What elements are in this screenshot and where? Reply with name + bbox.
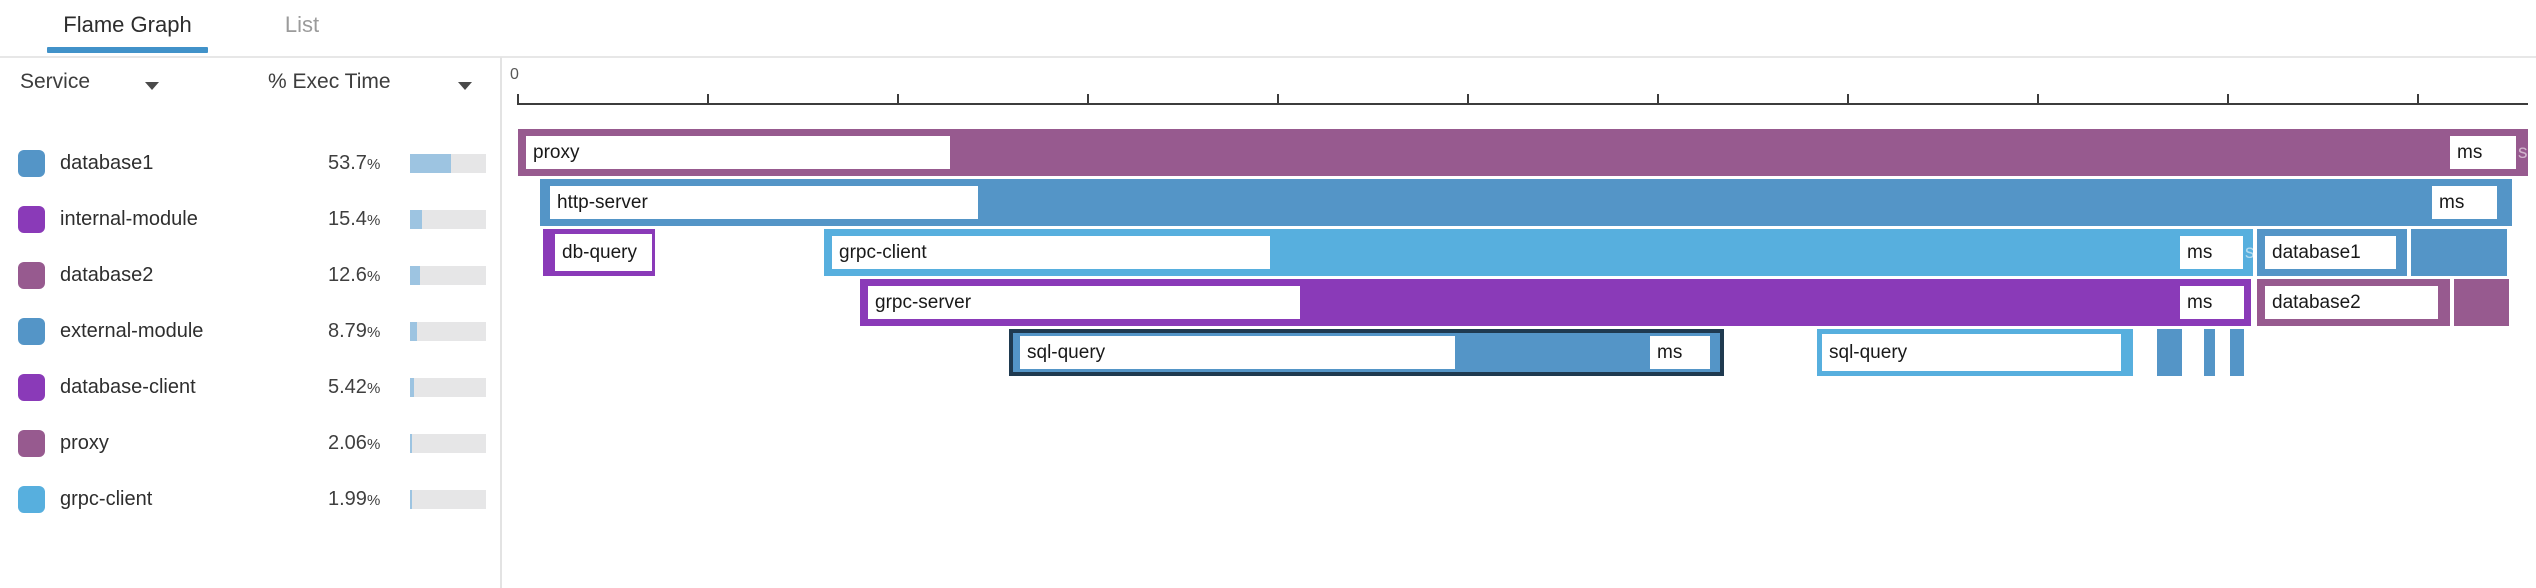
exec-time-percent: 5.42% xyxy=(328,376,381,398)
ruler-tick xyxy=(1657,94,1659,103)
exec-time-bar-track xyxy=(410,378,486,397)
ruler-axis-line xyxy=(517,103,2528,105)
legend-row[interactable]: external-module 8.79% xyxy=(0,318,500,374)
service-column-header[interactable]: Service xyxy=(20,70,91,93)
span-name-label: sql-query xyxy=(1822,334,2121,371)
percent-sign: % xyxy=(366,212,381,229)
span-bar-fragment[interactable] xyxy=(2157,329,2182,376)
exec-time-bar-fill xyxy=(410,434,412,453)
span-name-label: grpc-server xyxy=(868,286,1300,319)
service-color-swatch xyxy=(18,206,45,233)
service-color-swatch xyxy=(18,430,45,457)
percent-sign: % xyxy=(366,324,381,341)
exec-time-bar-fill xyxy=(410,490,412,509)
exec-time-column-header[interactable]: % Exec Time xyxy=(268,70,391,93)
service-sort-caret-icon[interactable] xyxy=(145,82,159,90)
span-duration-unit-clipped: s xyxy=(2245,241,2255,263)
percent-sign: % xyxy=(366,492,381,509)
span-duration-label: ms xyxy=(2432,186,2497,219)
service-color-swatch xyxy=(18,262,45,289)
span-duration-label: ms xyxy=(1650,336,1710,369)
sidebar-divider xyxy=(500,57,502,588)
span-name-label: database2 xyxy=(2265,286,2438,319)
exec-time-percent: 12.6% xyxy=(328,264,381,286)
active-tab-underline xyxy=(47,47,208,53)
exec-time-bar-fill xyxy=(410,378,415,397)
tab-list[interactable]: List xyxy=(284,12,320,37)
span-name-label: sql-query xyxy=(1020,336,1455,369)
legend-row[interactable]: database-client 5.42% xyxy=(0,374,500,430)
ruler-tick xyxy=(2417,94,2419,103)
exec-time-bar-fill xyxy=(410,266,420,285)
percent-sign: % xyxy=(366,380,381,397)
exec-time-bar-track xyxy=(410,322,486,341)
service-name: database1 xyxy=(60,152,154,174)
exec-time-bar-track xyxy=(410,266,486,285)
span-bar-fragment[interactable] xyxy=(2411,229,2507,276)
span-bar-fragment[interactable] xyxy=(2230,329,2244,376)
span-name-label: proxy xyxy=(526,136,950,169)
service-name: external-module xyxy=(60,320,204,342)
service-name: database-client xyxy=(60,376,196,398)
legend-row[interactable]: database2 12.6% xyxy=(0,262,500,318)
span-name-label: db-query xyxy=(555,234,652,271)
service-color-swatch xyxy=(18,150,45,177)
ruler-tick xyxy=(1847,94,1849,103)
ruler-tick xyxy=(2227,94,2229,103)
service-color-swatch xyxy=(18,374,45,401)
legend-row[interactable]: proxy 2.06% xyxy=(0,430,500,486)
span-duration-label: ms xyxy=(2180,286,2244,319)
exec-time-sort-caret-icon[interactable] xyxy=(458,82,472,90)
exec-time-percent: 2.06% xyxy=(328,432,381,454)
exec-time-bar-fill xyxy=(410,154,451,173)
ruler-tick xyxy=(517,94,519,103)
legend-row[interactable]: internal-module 15.4% xyxy=(0,206,500,262)
service-color-swatch xyxy=(18,486,45,513)
exec-time-percent: 15.4% xyxy=(328,208,381,230)
ruler-origin-label: 0 xyxy=(510,66,519,83)
ruler-tick xyxy=(2037,94,2039,103)
service-name: internal-module xyxy=(60,208,198,230)
exec-time-bar-track xyxy=(410,210,486,229)
ruler-tick xyxy=(707,94,709,103)
exec-time-percent: 1.99% xyxy=(328,488,381,510)
exec-time-percent: 8.79% xyxy=(328,320,381,342)
header-divider xyxy=(0,56,2536,58)
span-bar-fragment[interactable] xyxy=(2454,279,2509,326)
percent-sign: % xyxy=(366,156,381,173)
ruler-tick xyxy=(1467,94,1469,103)
span-duration-unit-clipped: s xyxy=(2518,141,2528,163)
ruler-tick xyxy=(1087,94,1089,103)
exec-time-bar-track xyxy=(410,434,486,453)
ruler-tick xyxy=(897,94,899,103)
legend-row[interactable]: grpc-client 1.99% xyxy=(0,486,500,542)
exec-time-bar-fill xyxy=(410,210,422,229)
exec-time-bar-track xyxy=(410,490,486,509)
exec-time-percent: 53.7% xyxy=(328,152,381,174)
span-name-label: grpc-client xyxy=(832,236,1270,269)
ruler-tick xyxy=(1277,94,1279,103)
service-name: proxy xyxy=(60,432,109,454)
service-name: database2 xyxy=(60,264,154,286)
exec-time-bar-track xyxy=(410,154,486,173)
percent-sign: % xyxy=(366,268,381,285)
legend-row[interactable]: database1 53.7% xyxy=(0,150,500,206)
exec-time-bar-fill xyxy=(410,322,417,341)
span-bar-fragment[interactable] xyxy=(2204,329,2215,376)
span-duration-label: ms xyxy=(2180,236,2243,269)
service-color-swatch xyxy=(18,318,45,345)
service-name: grpc-client xyxy=(60,488,153,510)
span-duration-label: ms xyxy=(2450,136,2516,169)
percent-sign: % xyxy=(366,436,381,453)
tab-flame-graph[interactable]: Flame Graph xyxy=(63,12,192,37)
span-name-label: database1 xyxy=(2265,236,2396,269)
span-name-label: http-server xyxy=(550,186,978,219)
